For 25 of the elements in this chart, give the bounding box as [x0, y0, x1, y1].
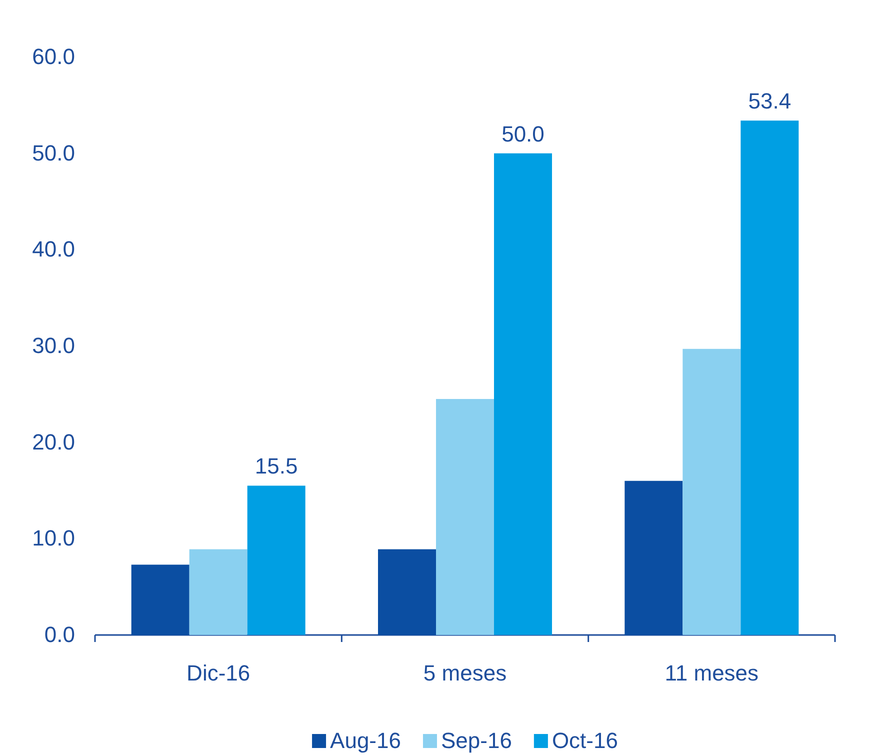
y-tick-label: 40.0 [32, 236, 75, 262]
y-tick-label: 0.0 [44, 622, 75, 648]
bar [740, 120, 799, 635]
bar [247, 486, 306, 635]
legend-label: Aug-16 [330, 728, 401, 753]
x-tick-label: 5 meses [423, 660, 507, 686]
y-tick-label: 50.0 [32, 140, 75, 166]
x-tick-label: 11 meses [664, 660, 759, 686]
y-tick-label: 20.0 [32, 429, 75, 454]
data-label: 50.0 [502, 121, 544, 146]
x-tick-label: Dic-16 [186, 660, 250, 686]
y-tick-label: 30.0 [32, 333, 75, 358]
data-label: 15.5 [254, 454, 298, 479]
bar [436, 398, 494, 635]
y-tick-label: 60.0 [32, 44, 75, 70]
data-label: 53.4 [748, 88, 792, 114]
y-tick-label: 10.0 [32, 526, 75, 551]
bar [131, 564, 190, 635]
legend-label: Sep-16 [440, 728, 512, 753]
bar [682, 348, 741, 635]
bar [189, 549, 248, 635]
legend-label: Oct-16 [552, 728, 618, 753]
bar [624, 480, 683, 635]
bar [378, 549, 436, 635]
bar [494, 153, 552, 635]
